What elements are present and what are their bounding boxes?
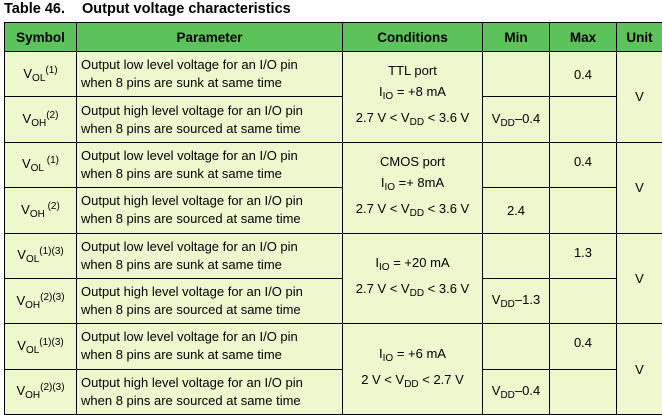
table-row: VOH (2) Output high level voltage for an…	[4, 187, 662, 234]
max-cell	[549, 96, 617, 143]
unit-cell: V	[616, 323, 662, 415]
parameter-cell: Output low level voltage for an I/O pin w…	[76, 50, 343, 98]
max-cell	[549, 187, 617, 234]
min-cell	[482, 141, 550, 189]
max-cell	[549, 277, 617, 325]
table-row: VOH(2) Output high level voltage for an …	[4, 96, 662, 143]
parameter-cell: Output high level voltage for an I/O pin…	[76, 277, 343, 325]
header-conditions: Conditions	[342, 22, 483, 52]
max-cell: 0.4	[549, 141, 617, 189]
min-cell: VDD–0.4	[482, 368, 550, 415]
header-min: Min	[482, 22, 550, 52]
unit-cell: V	[616, 232, 662, 325]
parameter-cell: Output high level voltage for an I/O pin…	[76, 368, 343, 415]
header-max: Max	[549, 22, 617, 52]
parameter-cell: Output high level voltage for an I/O pin…	[76, 187, 343, 234]
header-row: Symbol Parameter Conditions Min Max Unit	[4, 22, 662, 52]
header-symbol: Symbol	[4, 22, 77, 52]
parameter-cell: Output low level voltage for an I/O pin w…	[76, 323, 343, 370]
table-row: VOL(1)(3) Output low level voltage for a…	[4, 232, 662, 325]
conditions-cell: IIO = +6 mA 2 V < VDD < 2.7 V	[342, 323, 483, 415]
symbol-cell: VOH(2)(3)	[4, 368, 77, 415]
conditions-cell: CMOS port IIO =+ 8mA 2.7 V < VDD < 3.6 V	[342, 141, 483, 234]
symbol-cell: VOH(2)	[4, 96, 77, 143]
header-parameter: Parameter	[76, 22, 343, 52]
max-cell: 0.4	[549, 323, 617, 370]
symbol-cell: VOL(1)(3)	[4, 323, 77, 370]
min-cell	[482, 50, 550, 98]
table-title: Output voltage characteristics	[82, 1, 291, 17]
min-cell	[482, 323, 550, 370]
min-cell: VDD–1.3	[482, 277, 550, 325]
table-row: VOL(1) Output low level voltage for an I…	[4, 50, 662, 143]
min-cell: 2.4	[482, 187, 550, 234]
unit-cell: V	[616, 141, 662, 234]
header-unit: Unit	[616, 22, 662, 52]
min-cell: VDD–0.4	[482, 96, 550, 143]
symbol-cell: VOL(1)	[4, 50, 77, 98]
max-cell	[549, 368, 617, 415]
symbol-cell: VOH (2)	[4, 187, 77, 234]
conditions-cell: TTL port IIO = +8 mA 2.7 V < VDD < 3.6 V	[342, 51, 483, 143]
output-voltage-table: Symbol Parameter Conditions Min Max Unit…	[4, 22, 662, 415]
table-caption: Table 46. Output voltage characteristics	[4, 0, 291, 20]
parameter-cell: Output low level voltage for an I/O pin w…	[76, 232, 343, 279]
table-number: Table 46.	[4, 1, 65, 17]
table-row: VOH(2)(3) Output high level voltage for …	[4, 368, 662, 415]
table-row: VOH(2)(3) Output high level voltage for …	[4, 277, 662, 325]
parameter-cell: Output low level voltage for an I/O pin w…	[76, 141, 343, 189]
parameter-cell: Output high level voltage for an I/O pin…	[76, 96, 343, 143]
table-row: VOL (1) Output low level voltage for an …	[4, 141, 662, 234]
conditions-cell: IIO = +20 mA 2.7 V < VDD < 3.6 V	[342, 232, 483, 325]
max-cell: 1.3	[549, 232, 617, 279]
symbol-cell: VOH(2)(3)	[4, 277, 77, 325]
max-cell: 0.4	[549, 50, 617, 98]
symbol-cell: VOL (1)	[4, 141, 77, 189]
table-row: VOL(1)(3) Output low level voltage for a…	[4, 323, 662, 415]
unit-cell: V	[616, 51, 662, 143]
min-cell	[482, 232, 550, 279]
symbol-cell: VOL(1)(3)	[4, 232, 77, 279]
